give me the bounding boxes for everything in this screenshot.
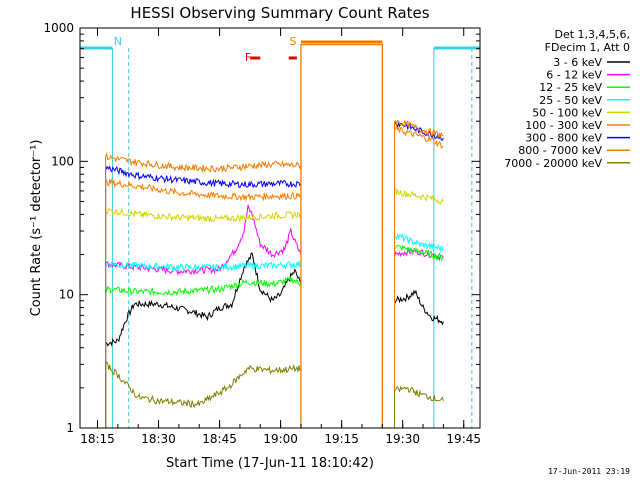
series-line-2-0 — [105, 275, 302, 428]
saa-level-line — [300, 44, 383, 428]
legend-label: 7000 - 20000 keV — [504, 157, 602, 170]
legend-header: Det 1,3,4,5,6, — [554, 28, 630, 41]
chart-title: HESSI Observing Summary Count Rates — [130, 4, 429, 22]
legend-label: 3 - 6 keV — [553, 56, 602, 69]
y-tick-label: 1 — [66, 421, 74, 435]
legend-label: 25 - 50 keV — [539, 94, 602, 107]
y-axis-label: Count Rate (s⁻¹ detector⁻¹) — [29, 140, 44, 317]
annotation-n: N — [114, 35, 122, 48]
plot-frame — [79, 27, 481, 429]
x-tick-label: 19:15 — [324, 432, 359, 446]
series-line-1-1 — [394, 246, 444, 428]
footer-timestamp: 17-Jun-2011 23:19 — [548, 467, 630, 476]
series-line-6-1 — [394, 119, 444, 428]
series-line-3-1 — [394, 233, 444, 428]
series-line-5-1 — [394, 124, 444, 428]
y-tick-label: 1000 — [43, 21, 74, 35]
series-line-8-0 — [105, 361, 302, 428]
series-layer — [105, 44, 444, 428]
x-tick-label: 19:00 — [263, 432, 298, 446]
x-tick-label: 19:45 — [446, 432, 481, 446]
series-line-0-1 — [394, 289, 444, 428]
x-tick-label: 19:30 — [385, 432, 420, 446]
legend: Det 1,3,4,5,6,FDecim 1, Att 0 3 - 6 keV6 … — [504, 28, 630, 170]
series-line-4-1 — [394, 186, 444, 428]
legend-label: 100 - 300 keV — [525, 119, 602, 132]
legend-header: FDecim 1, Att 0 — [545, 41, 630, 54]
series-line-6-0 — [105, 165, 302, 428]
axes: 1 10 100 1000 18:15 18:30 18:45 19:00 19:15 19:30… — [43, 21, 481, 446]
legend-label: 50 - 100 keV — [532, 106, 602, 119]
annotation-f: F — [245, 51, 251, 64]
legend-label: 12 - 25 keV — [539, 81, 602, 94]
x-axis-label: Start Time (17-Jun-11 18:10:42) — [166, 456, 374, 471]
legend-label: 800 - 7000 keV — [518, 144, 602, 157]
series-line-4-0 — [105, 207, 302, 428]
series-line-2-1 — [394, 244, 444, 428]
legend-label: 6 - 12 keV — [546, 69, 602, 82]
series-line-5-0 — [105, 178, 302, 428]
series-line-0-0 — [105, 252, 302, 428]
series-line-7-0 — [105, 152, 302, 428]
y-tick-label: 100 — [51, 154, 74, 168]
x-tick-label: 18:30 — [141, 432, 176, 446]
series-line-7-1 — [394, 119, 444, 428]
x-tick-label: 18:45 — [202, 432, 237, 446]
series-line-3-0 — [105, 260, 302, 428]
x-tick-label: 18:15 — [80, 432, 115, 446]
legend-label: 300 - 800 keV — [525, 132, 602, 145]
series-line-8-1 — [394, 385, 444, 428]
y-tick-label: 10 — [59, 288, 74, 302]
annotation-s: S — [289, 35, 296, 48]
